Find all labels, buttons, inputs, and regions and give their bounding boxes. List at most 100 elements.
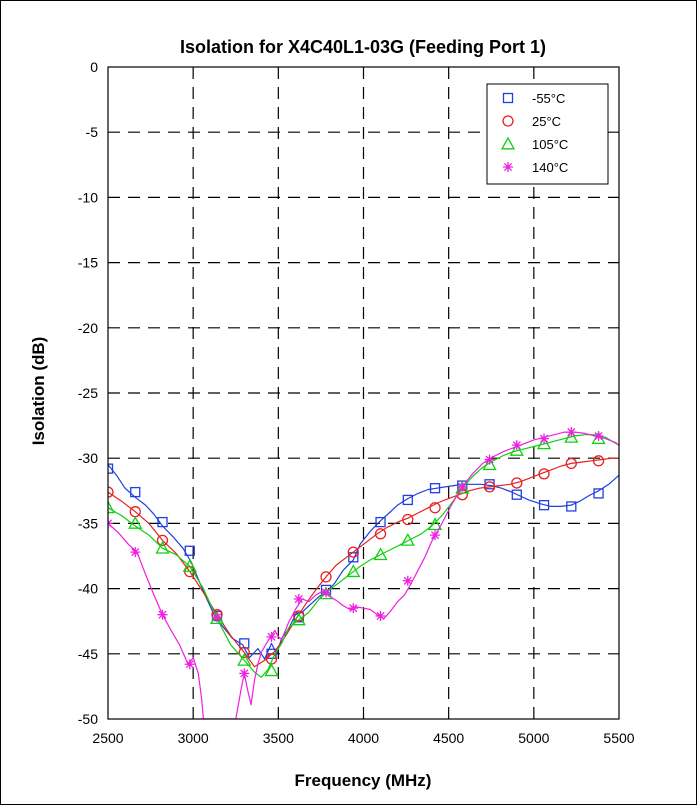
y-tick-label: -25 [78,385,98,401]
legend-marker [503,162,513,172]
series-marker [182,559,197,572]
series-marker [293,594,304,605]
series-marker [593,488,604,499]
series-marker [266,648,277,659]
series-marker [402,494,413,506]
y-tick-label: -5 [86,124,99,140]
series-marker [455,480,470,494]
series-marker [318,586,334,600]
series-marker [373,547,388,561]
series-marker [565,457,577,470]
y-tick-label: -40 [78,581,98,597]
x-tick-label: 3000 [178,730,209,746]
series-marker [155,540,170,554]
series-marker [291,612,306,626]
series-marker [538,499,550,511]
legend-marker [502,92,514,104]
series-marker [157,516,168,528]
y-tick-label: -30 [78,450,98,466]
series-marker [400,533,415,546]
series-marker [457,481,468,492]
series-line [108,464,619,660]
legend-marker [500,136,516,150]
series-marker [375,610,386,621]
y-tick-label: -15 [78,255,98,271]
legend-label: 25°C [532,114,561,129]
series-marker [212,612,223,623]
series-marker [509,443,524,456]
series-marker [429,483,441,494]
series-marker [130,486,141,498]
legend-label: 140°C [532,160,568,175]
series-marker [108,500,116,514]
series-marker [483,481,496,493]
series-4 [108,427,619,719]
series-3 [108,429,619,678]
series-marker [128,516,143,529]
series-marker [237,652,252,666]
series-marker [266,631,277,642]
series-marker [429,502,441,514]
series-marker [511,440,522,451]
series-marker [375,516,386,528]
series-marker [184,545,195,556]
x-axis-label: Frequency (MHz) [295,771,432,790]
y-tick-label: -20 [78,320,98,336]
series-marker [566,427,577,438]
x-tick-label: 5000 [518,730,549,746]
series-layer [108,427,619,719]
series-marker [536,436,552,450]
series-marker [347,546,359,558]
legend: -55°C 25°C 105°C 140°C [486,83,609,185]
x-tick-label: 4500 [433,730,464,746]
legend-marker [502,115,514,127]
series-marker [346,564,361,578]
legend-label: 105°C [532,137,568,152]
series-marker [511,477,523,489]
y-axis-label: Isolation (dB) [29,337,48,446]
series-marker [264,663,279,677]
y-tick-label: 0 [90,59,98,75]
series-marker [566,501,577,512]
series-marker [321,587,332,598]
series-marker [402,575,413,586]
series-marker [374,528,387,540]
series-marker [539,433,550,444]
y-tick-label: -35 [78,515,98,531]
series-marker [239,668,250,679]
series-marker [427,517,443,531]
series-marker [238,646,250,659]
series-marker [156,534,169,547]
series-marker [484,454,495,465]
series-marker [430,530,441,541]
series-2 [108,455,619,668]
series-marker [320,571,332,583]
y-tick-label: -10 [78,189,98,205]
series-marker [209,611,225,625]
series-marker [108,486,114,498]
series-marker [348,603,359,614]
chart-title: Isolation for X4C40L1-03G (Feeding Port … [180,37,546,57]
plot-area [107,66,620,720]
series-marker [130,547,141,558]
series-marker [538,468,550,480]
x-tick-label: 5500 [603,730,634,746]
series-marker [157,609,168,620]
y-tick-label: -45 [78,646,98,662]
series-marker [184,659,195,670]
x-tick-label: 2500 [92,730,123,746]
series-marker [482,457,497,471]
series-marker [593,431,604,442]
series-1 [108,463,619,660]
series-marker [402,513,414,526]
x-tick-label: 4000 [348,730,379,746]
series-marker [511,489,522,500]
series-marker [108,463,114,474]
axis-ticks: 2500 3000 3500 4000 4500 5000 5500 0 -5 -10 -15 -20… [78,59,635,746]
series-marker [592,455,605,467]
x-tick-label: 3500 [263,730,294,746]
legend-label: -55°C [532,91,565,106]
series-marker [564,429,579,443]
